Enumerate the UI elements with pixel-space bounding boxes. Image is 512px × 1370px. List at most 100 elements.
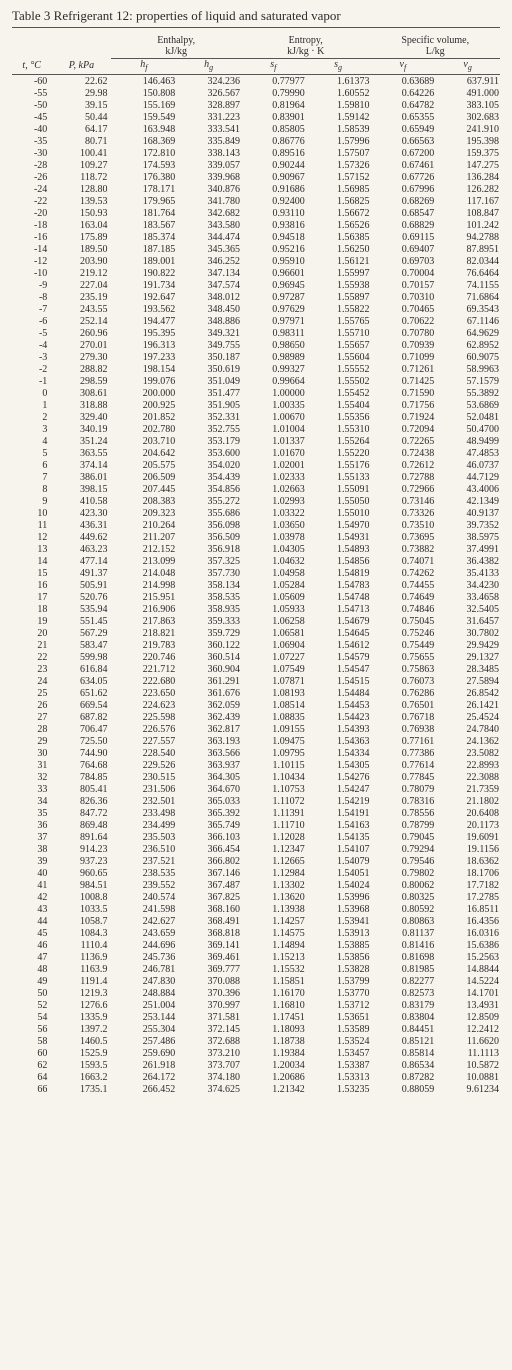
cell-P: 1460.5 [51,1035,111,1047]
cell-hf: 207.445 [111,483,176,495]
cell-vg: 20.1173 [435,819,500,831]
cell-hg: 368.818 [176,927,241,939]
cell-vf: 0.72094 [370,423,435,435]
table-row: 17520.76215.951358.5351.056091.547480.74… [12,591,500,603]
cell-hf: 172.810 [111,147,176,159]
cell-sf: 0.96945 [241,279,306,291]
cell-t: -10 [12,267,51,279]
cell-sf: 1.06581 [241,627,306,639]
cell-t: -18 [12,219,51,231]
cell-P: 567.29 [51,627,111,639]
cell-hf: 181.764 [111,207,176,219]
cell-sg: 1.53941 [306,915,371,927]
cell-hf: 191.734 [111,279,176,291]
cell-vf: 0.79802 [370,867,435,879]
cell-hf: 228.540 [111,747,176,759]
cell-vg: 30.7802 [435,627,500,639]
cell-vg: 101.242 [435,219,500,231]
cell-t: 3 [12,423,51,435]
cell-P: 423.30 [51,507,111,519]
cell-vf: 0.67996 [370,183,435,195]
cell-vf: 0.64226 [370,87,435,99]
cell-hg: 340.876 [176,183,241,195]
cell-P: 1033.5 [51,903,111,915]
cell-hg: 368.160 [176,903,241,915]
cell-hg: 333.541 [176,123,241,135]
cell-vf: 0.74649 [370,591,435,603]
cell-vf: 0.77161 [370,735,435,747]
cell-vg: 53.6869 [435,399,500,411]
cell-hg: 358.535 [176,591,241,603]
cell-P: 227.04 [51,279,111,291]
cell-vf: 0.70465 [370,303,435,315]
cell-sg: 1.59142 [306,111,371,123]
cell-t: 33 [12,783,51,795]
cell-vg: 16.8511 [435,903,500,915]
cell-sf: 1.18738 [241,1035,306,1047]
cell-vf: 0.71590 [370,387,435,399]
cell-P: 1163.9 [51,963,111,975]
cell-t: -50 [12,99,51,111]
cell-hg: 326.567 [176,87,241,99]
col-header-t [12,31,51,58]
cell-P: 463.23 [51,543,111,555]
cell-vf: 0.73695 [370,531,435,543]
cell-P: 960.65 [51,867,111,879]
cell-vg: 10.0881 [435,1071,500,1083]
cell-vf: 0.82573 [370,987,435,999]
cell-t: 46 [12,939,51,951]
cell-hg: 346.252 [176,255,241,267]
table-row: -14189.50187.185345.3650.952161.562500.6… [12,243,500,255]
cell-P: 764.68 [51,759,111,771]
cell-sg: 1.53913 [306,927,371,939]
cell-P: 189.50 [51,243,111,255]
cell-P: 318.88 [51,399,111,411]
cell-vg: 16.0316 [435,927,500,939]
cell-hg: 359.333 [176,615,241,627]
cell-sf: 1.07871 [241,675,306,687]
cell-vf: 0.74071 [370,555,435,567]
cell-vf: 0.73510 [370,519,435,531]
cell-sf: 0.98989 [241,351,306,363]
table-row: 3340.19202.780352.7551.010041.553100.720… [12,423,500,435]
cell-sf: 1.03650 [241,519,306,531]
cell-hg: 363.937 [176,759,241,771]
cell-vg: 16.4356 [435,915,500,927]
cell-hg: 352.755 [176,423,241,435]
cell-sg: 1.56825 [306,195,371,207]
cell-P: 298.59 [51,375,111,387]
cell-hf: 253.144 [111,1011,176,1023]
table-row: -9227.04191.734347.5740.969451.559380.70… [12,279,500,291]
cell-vf: 0.87282 [370,1071,435,1083]
cell-sg: 1.55604 [306,351,371,363]
cell-vf: 0.68547 [370,207,435,219]
table-row: -22139.53179.965341.7800.924001.568250.6… [12,195,500,207]
cell-vg: 57.1579 [435,375,500,387]
cell-vg: 31.6457 [435,615,500,627]
cell-vf: 0.67200 [370,147,435,159]
cell-sg: 1.54679 [306,615,371,627]
cell-vf: 0.83804 [370,1011,435,1023]
cell-t: 31 [12,759,51,771]
cell-t: 52 [12,999,51,1011]
cell-sg: 1.55997 [306,267,371,279]
cell-vg: 43.4006 [435,483,500,495]
cell-vf: 0.67461 [370,159,435,171]
cell-t: 24 [12,675,51,687]
cell-vg: 62.8952 [435,339,500,351]
table-row: 561397.2255.304372.1451.180931.535890.84… [12,1023,500,1035]
table-row: 621593.5261.918373.7071.200341.533870.86… [12,1059,500,1071]
cell-t: 23 [12,663,51,675]
cell-t: 14 [12,555,51,567]
cell-hg: 362.439 [176,711,241,723]
cell-vf: 0.80863 [370,915,435,927]
cell-sg: 1.55552 [306,363,371,375]
cell-sf: 1.04632 [241,555,306,567]
cell-sg: 1.53828 [306,963,371,975]
cell-t: -35 [12,135,51,147]
cell-P: 914.23 [51,843,111,855]
table-row: 461110.4244.696369.1411.148941.538850.81… [12,939,500,951]
cell-t: 48 [12,963,51,975]
cell-vg: 23.5082 [435,747,500,759]
table-row: -4064.17163.948333.5410.858051.585390.65… [12,123,500,135]
